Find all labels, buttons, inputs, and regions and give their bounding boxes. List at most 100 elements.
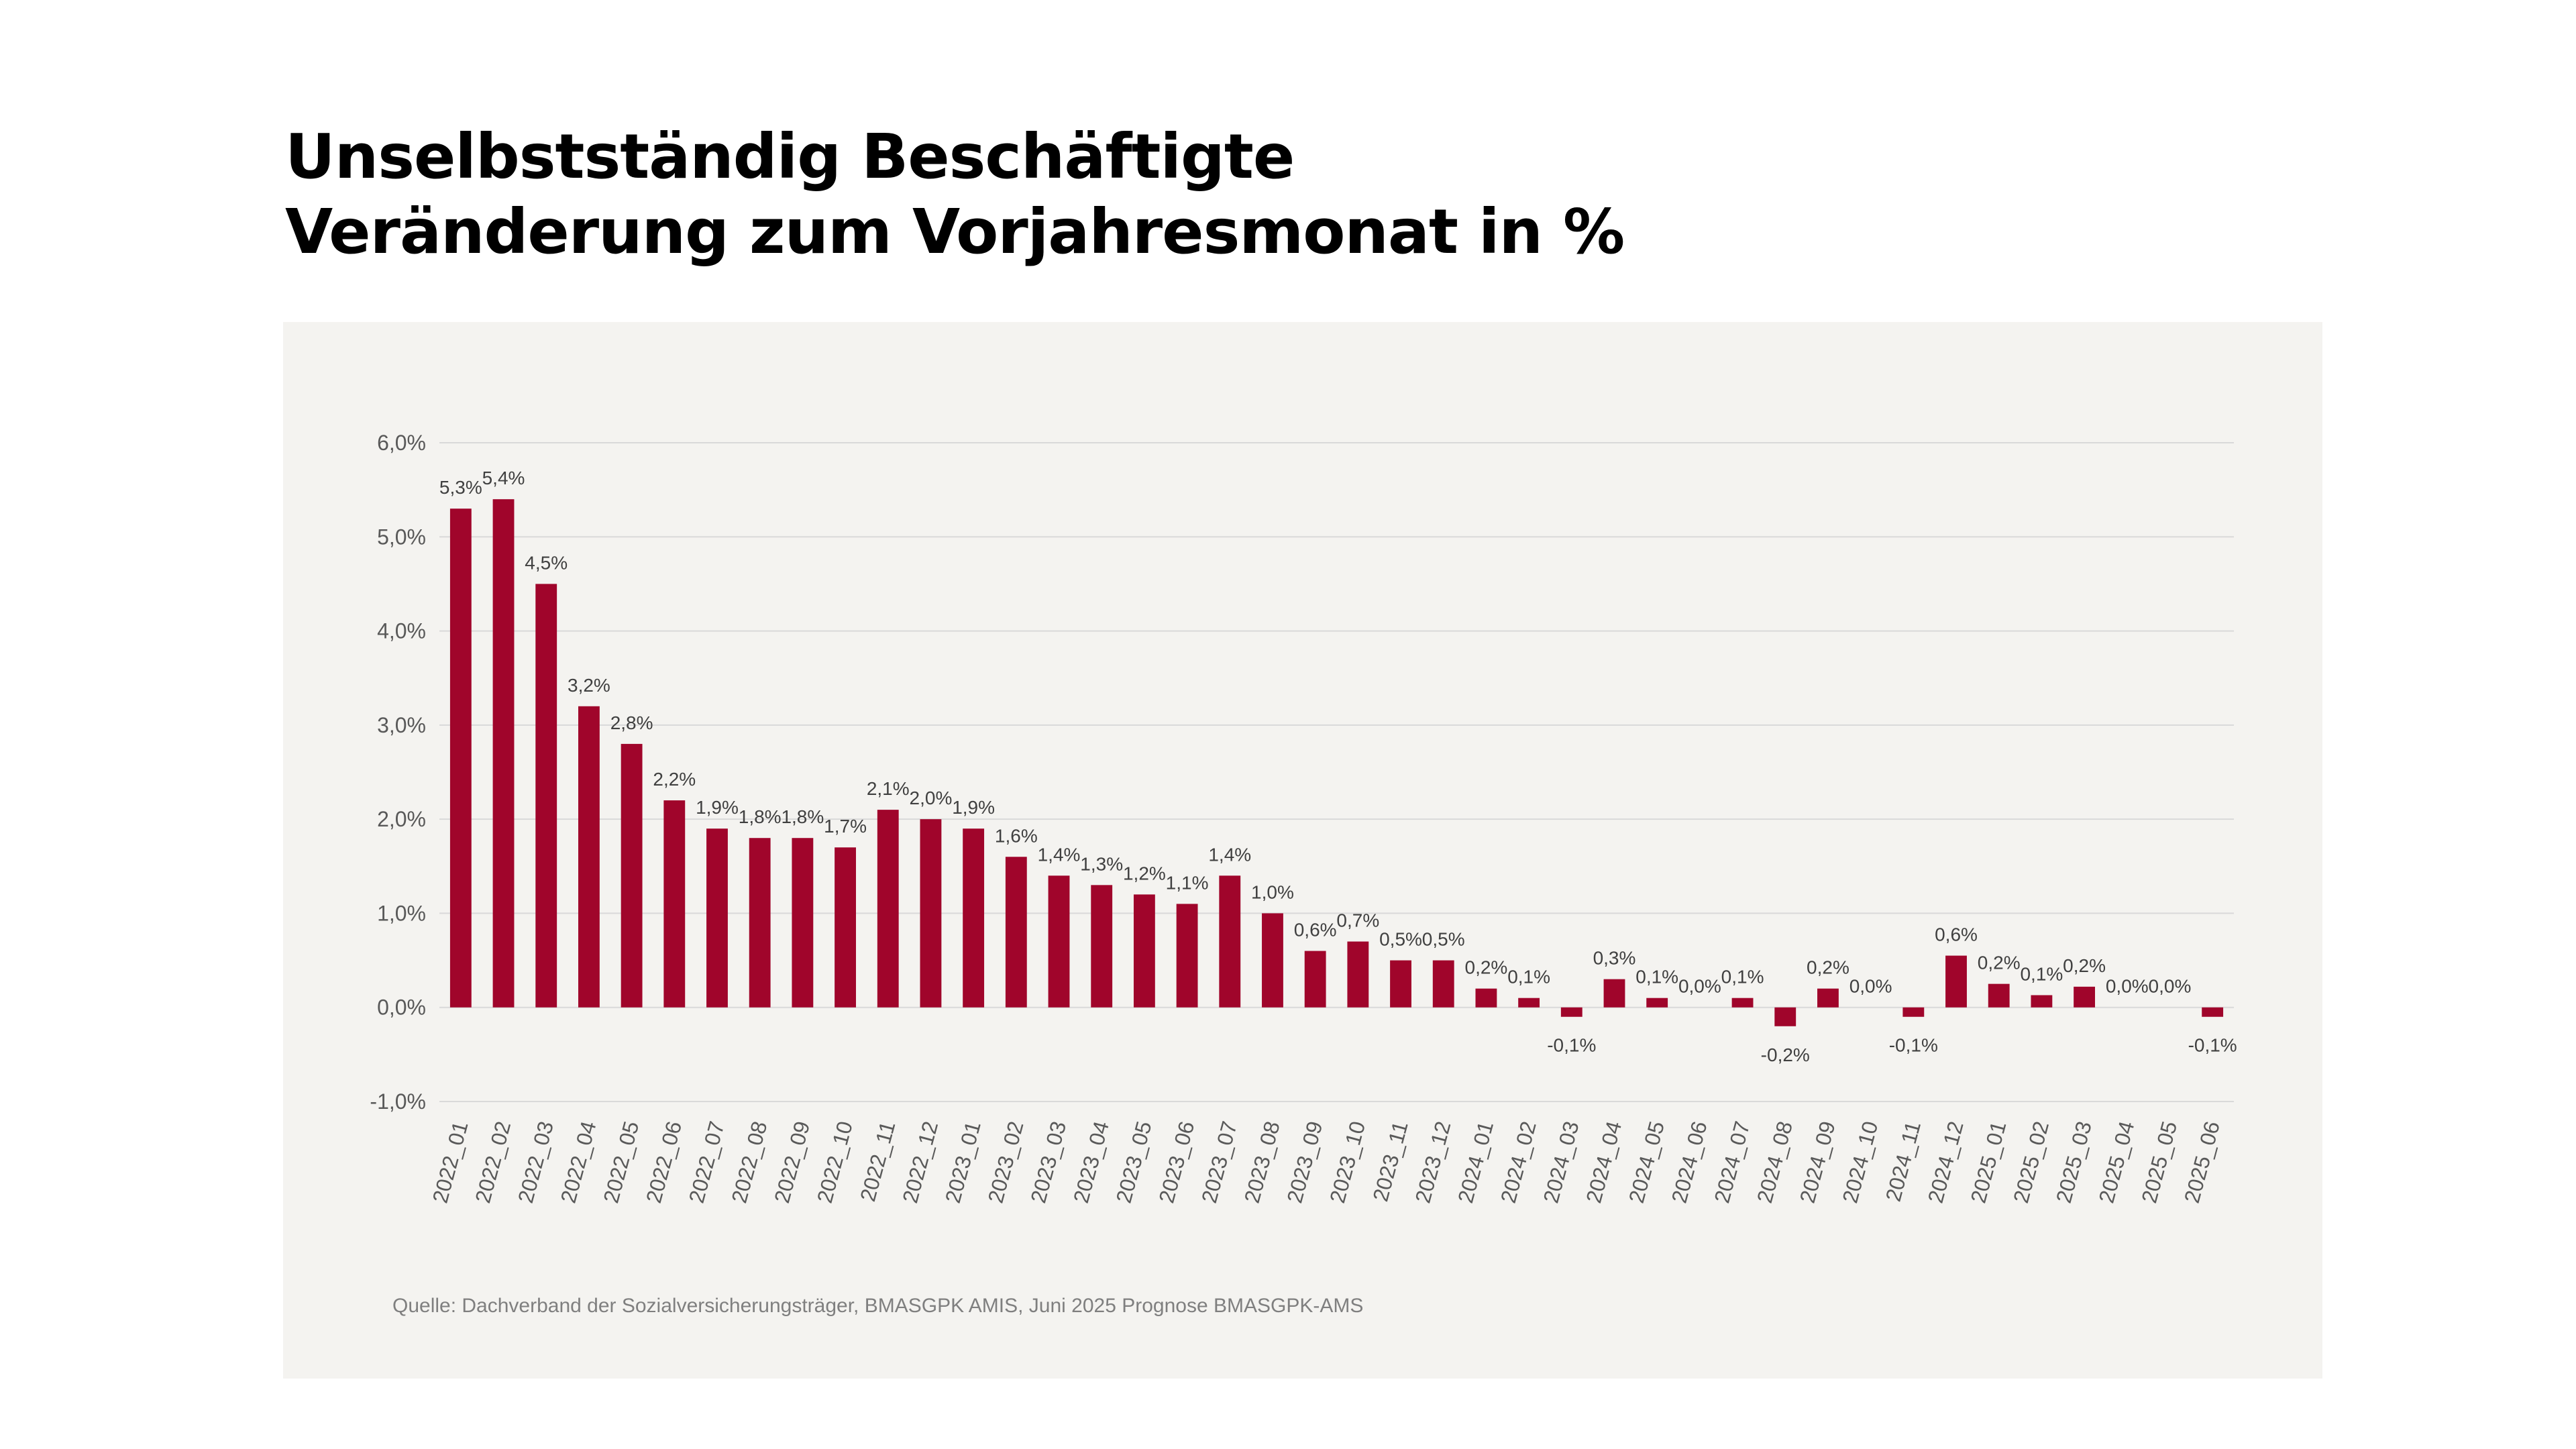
x-tick-label: 2023_04 bbox=[1069, 1118, 1114, 1205]
data-label: -0,2% bbox=[1761, 1044, 1810, 1065]
bar bbox=[835, 847, 856, 1008]
chart-panel: -1,0% 0,0% 1,0% 2,0% 3,0% 4,0% 5,0% 6,0% 5,3% 5,… bbox=[283, 322, 2322, 1379]
bar bbox=[1603, 979, 1625, 1008]
bar bbox=[1176, 904, 1198, 1008]
x-tick-label: 2023_07 bbox=[1197, 1118, 1242, 1205]
data-label: 5,3% bbox=[439, 477, 482, 498]
data-label: 1,4% bbox=[1038, 844, 1081, 865]
y-tick-label: 0,0% bbox=[377, 996, 426, 1020]
x-tick-label: 2023_03 bbox=[1026, 1118, 1071, 1205]
x-tick-label: 2022_02 bbox=[470, 1118, 515, 1205]
bar bbox=[1133, 894, 1155, 1008]
y-tick-label: 6,0% bbox=[377, 431, 426, 455]
x-tick-label: 2022_09 bbox=[769, 1118, 814, 1205]
bar bbox=[1945, 955, 1967, 1008]
bar bbox=[449, 508, 472, 1008]
data-label: 0,2% bbox=[1465, 957, 1508, 978]
y-tick-label: 3,0% bbox=[377, 713, 426, 737]
data-label: 1,3% bbox=[1080, 853, 1123, 874]
data-label: 2,2% bbox=[653, 769, 696, 790]
bar bbox=[792, 838, 814, 1008]
x-tick-label: 2023_06 bbox=[1154, 1118, 1199, 1205]
data-label: 1,6% bbox=[995, 825, 1038, 846]
bar bbox=[749, 838, 771, 1008]
x-tick-label: 2022_07 bbox=[684, 1118, 729, 1205]
chart-title-line-1: Unselbstständig Beschäftigte bbox=[285, 121, 1295, 193]
x-tick-label: 2023_12 bbox=[1410, 1118, 1455, 1205]
bar bbox=[1560, 1007, 1582, 1017]
x-tick-label: 2025_05 bbox=[2137, 1118, 2182, 1205]
data-label: 0,6% bbox=[1935, 924, 1978, 945]
data-label: -0,1% bbox=[1547, 1035, 1596, 1056]
data-label: -0,1% bbox=[2188, 1035, 2237, 1056]
x-tick-label: 2025_02 bbox=[2008, 1118, 2053, 1205]
x-tick-label: 2023_09 bbox=[1282, 1118, 1327, 1205]
y-tick-label: 5,0% bbox=[377, 525, 426, 549]
bar bbox=[2074, 986, 2096, 1008]
bar bbox=[1988, 983, 2010, 1008]
bars bbox=[449, 499, 2224, 1026]
x-tick-label: 2024_12 bbox=[1923, 1118, 1968, 1205]
bar bbox=[877, 810, 899, 1008]
data-label: 0,1% bbox=[2020, 963, 2063, 984]
source-note: Quelle: Dachverband der Sozialversicheru… bbox=[392, 1295, 1364, 1317]
bar bbox=[1432, 960, 1454, 1008]
x-tick-label: 2022_12 bbox=[898, 1118, 943, 1205]
data-label: 0,0% bbox=[2149, 976, 2192, 997]
x-tick-label: 2022_05 bbox=[598, 1118, 643, 1205]
bar bbox=[1005, 857, 1027, 1008]
chart-title: Unselbstständig Beschäftigte Veränderung… bbox=[285, 119, 1625, 270]
x-tick-label: 2024_04 bbox=[1581, 1118, 1626, 1205]
data-label: 2,1% bbox=[867, 778, 910, 799]
x-tick-label: 2023_05 bbox=[1112, 1118, 1157, 1205]
bar bbox=[1774, 1007, 1796, 1026]
data-label: 0,7% bbox=[1336, 910, 1379, 931]
data-label: 1,8% bbox=[781, 806, 824, 827]
data-label: 3,2% bbox=[568, 675, 610, 696]
data-label: 1,8% bbox=[739, 806, 782, 827]
data-label: 0,2% bbox=[2063, 955, 2106, 976]
bar bbox=[578, 706, 600, 1008]
data-label: 4,5% bbox=[525, 552, 568, 573]
x-tick-label: 2025_01 bbox=[1966, 1118, 2010, 1205]
x-tick-label: 2023_01 bbox=[941, 1118, 985, 1205]
bar bbox=[1219, 875, 1241, 1008]
data-label: 0,1% bbox=[1721, 967, 1764, 987]
x-tick-label: 2023_11 bbox=[1368, 1118, 1412, 1203]
data-label: 1,9% bbox=[696, 797, 739, 818]
x-tick-label: 2024_03 bbox=[1539, 1118, 1584, 1205]
bar-chart: -1,0% 0,0% 1,0% 2,0% 3,0% 4,0% 5,0% 6,0% 5,3% 5,… bbox=[370, 431, 2237, 1205]
data-label: 0,0% bbox=[1849, 976, 1892, 997]
y-tick-label: 4,0% bbox=[377, 619, 426, 643]
x-tick-label: 2022_04 bbox=[556, 1118, 601, 1205]
x-tick-label: 2022_08 bbox=[727, 1118, 771, 1205]
x-tick-label: 2024_10 bbox=[1837, 1118, 1882, 1205]
x-tick-label: 2022_01 bbox=[428, 1118, 473, 1205]
x-tick-label: 2024_11 bbox=[1881, 1118, 1925, 1203]
x-tick-label: 2022_03 bbox=[513, 1118, 558, 1205]
x-tick-label: 2025_06 bbox=[2180, 1118, 2224, 1205]
data-label: 0,5% bbox=[1379, 929, 1422, 950]
bar bbox=[492, 499, 515, 1008]
x-tick-label: 2023_02 bbox=[983, 1118, 1028, 1205]
bar bbox=[535, 584, 557, 1008]
bar bbox=[621, 743, 643, 1008]
bar bbox=[963, 828, 985, 1008]
data-label: 0,2% bbox=[1978, 953, 2021, 973]
x-tick-label: 2022_11 bbox=[855, 1118, 900, 1203]
gridlines bbox=[439, 442, 2234, 1102]
data-label: 0,5% bbox=[1422, 929, 1465, 950]
x-tick-label: 2024_01 bbox=[1453, 1118, 1498, 1205]
y-tick-label: 2,0% bbox=[377, 807, 426, 831]
data-label: 1,7% bbox=[824, 816, 867, 837]
bar bbox=[1518, 998, 1540, 1008]
bar bbox=[1390, 960, 1411, 1008]
x-tick-label: 2022_10 bbox=[812, 1118, 857, 1205]
bar bbox=[706, 828, 728, 1008]
y-axis-tick-labels: -1,0% 0,0% 1,0% 2,0% 3,0% 4,0% 5,0% 6,0% bbox=[370, 431, 426, 1114]
x-tick-label: 2025_04 bbox=[2094, 1118, 2139, 1205]
bar bbox=[1091, 885, 1113, 1008]
x-tick-label: 2024_02 bbox=[1496, 1118, 1541, 1205]
data-label: 0,3% bbox=[1593, 948, 1636, 969]
